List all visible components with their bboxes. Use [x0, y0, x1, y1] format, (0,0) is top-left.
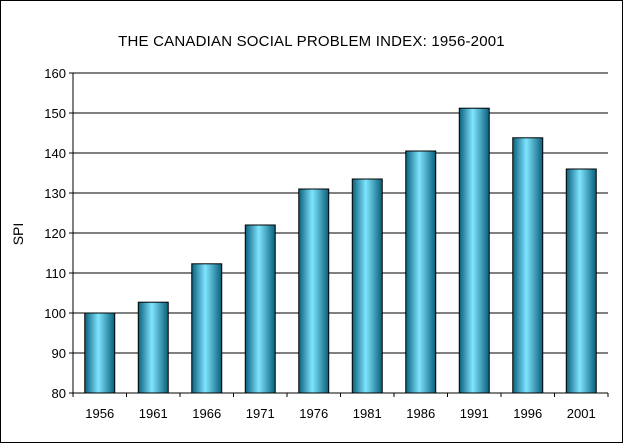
- bar-1991: [458, 107, 490, 394]
- y-tick-label: 90: [52, 346, 66, 361]
- x-tick-label: 2001: [567, 406, 596, 421]
- bar-1981: [351, 178, 383, 394]
- bar-2001: [565, 168, 597, 394]
- bars: [84, 107, 597, 394]
- bar-1961: [137, 301, 169, 394]
- bar-1996: [512, 137, 544, 394]
- bar-1971: [244, 224, 276, 394]
- chart-title: THE CANADIAN SOCIAL PROBLEM INDEX: 1956-…: [118, 33, 505, 50]
- x-tick-label: 1971: [246, 406, 275, 421]
- bar-1956: [84, 312, 116, 394]
- bar-1986: [405, 150, 437, 394]
- y-tick-label: 160: [44, 66, 66, 81]
- y-tick-label: 130: [44, 186, 66, 201]
- axes: [69, 72, 609, 397]
- bar-1976: [298, 188, 330, 394]
- y-tick-label: 120: [44, 226, 66, 241]
- y-tick-label: 80: [52, 386, 66, 401]
- x-tick-label: 1981: [353, 406, 382, 421]
- y-tick-label: 150: [44, 106, 66, 121]
- y-tick-label: 110: [45, 266, 66, 281]
- x-tick-label: 1976: [299, 406, 328, 421]
- y-tick-label: 140: [44, 146, 66, 161]
- y-tick-label: 100: [44, 306, 66, 321]
- y-tick-labels: 80 90 100 110 120 130 140 150 160: [44, 66, 66, 401]
- x-tick-label: 1991: [460, 406, 489, 421]
- bar-1966: [191, 263, 223, 394]
- x-tick-label: 1966: [192, 406, 221, 421]
- x-tick-label: 1996: [513, 406, 542, 421]
- x-tick-label: 1956: [85, 406, 114, 421]
- x-tick-label: 1961: [139, 406, 168, 421]
- x-tick-label: 1986: [406, 406, 435, 421]
- x-tick-labels: 1956 1961 1966 1971 1976 1981 1986 1991 1996 2001: [85, 406, 595, 421]
